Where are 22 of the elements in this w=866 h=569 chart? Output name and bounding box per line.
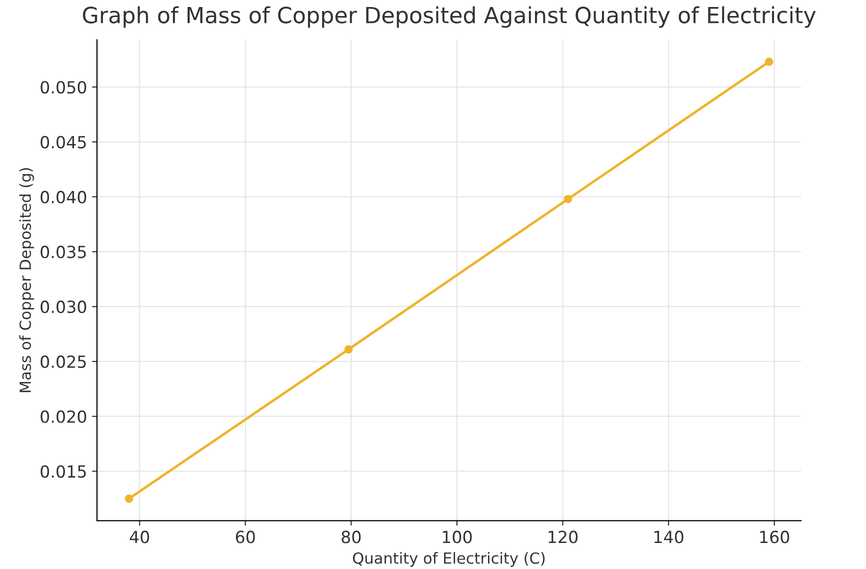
point (564, 194, 572, 204)
x-tick-label: 160 (760, 530, 790, 544)
y-axis-title: Mass of Copper Deposited (g) (19, 168, 34, 392)
y-tick-label: 0.020 (40, 410, 86, 423)
y-tick-label: 0.030 (40, 300, 86, 314)
x-tick-label: 100 (442, 530, 472, 544)
point (344, 345, 353, 354)
x-tick-label: 60 (236, 530, 255, 544)
y-tick-label: 0.035 (40, 246, 86, 258)
x-tick-label: 80 (342, 530, 361, 544)
y-tick-label: 0.045 (40, 136, 86, 148)
chart-title: Graph of Mass of Copper Deposited Against Quantity of Electricity (82, 6, 816, 28)
x-axis-title: Quantity of Electricity (C) (352, 552, 545, 567)
x-tick-label: 140 (654, 530, 684, 544)
y-tick-label: 0.025 (40, 355, 86, 368)
y-tick-label: 0.050 (40, 80, 86, 94)
x-tick-label: 40 (130, 530, 150, 544)
y-tick-label: 0.040 (40, 190, 86, 204)
point (764, 58, 774, 66)
y-tick-label: 0.015 (40, 465, 86, 478)
point (124, 494, 134, 503)
x-tick-label: 120 (548, 530, 578, 544)
